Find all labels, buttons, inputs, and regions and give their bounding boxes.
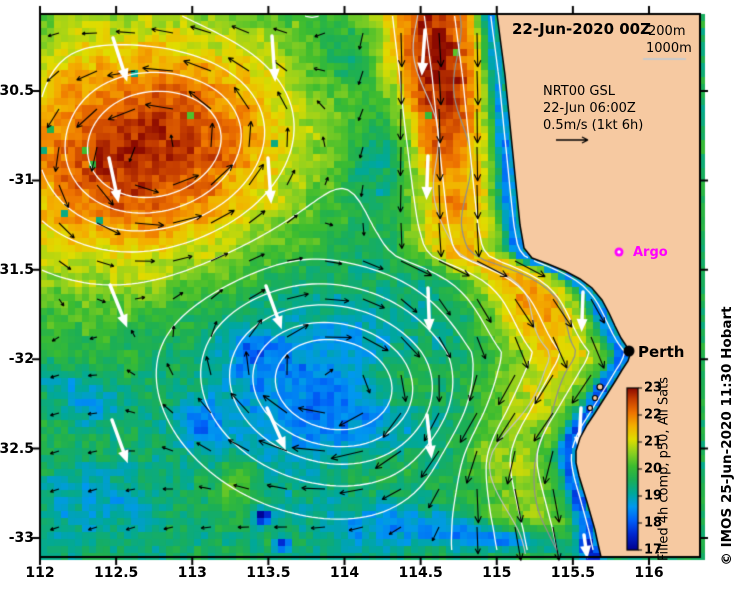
y-tick-label: -31.5: [0, 261, 34, 278]
x-tick-label: 113.5: [246, 565, 291, 581]
perth-city-label: Perth: [638, 343, 685, 361]
x-tick-label: 115: [482, 565, 512, 581]
annotation-model: NRT00 GSL: [543, 84, 615, 99]
colorbar-tick-label: 22: [644, 407, 663, 423]
y-tick-label: -31: [8, 172, 34, 189]
x-tick-label: 114.5: [398, 565, 443, 581]
x-tick-label: 112.5: [93, 565, 139, 581]
map-title: 22-Jun-2020 00Z: [512, 20, 651, 38]
x-tick-label: 115.5: [550, 565, 596, 581]
depth-legend-200m: 200m: [648, 24, 686, 39]
depth-legend-1000m: 1000m: [646, 41, 692, 56]
imos-credit-text: © IMOS 25-Jun-2020 11:30 Hobart: [719, 306, 735, 566]
x-tick-label: 112: [25, 565, 55, 581]
colorbar-tick-label: 17: [644, 542, 663, 558]
y-tick-label: -32: [8, 351, 34, 368]
colorbar-tick-label: 23: [644, 380, 663, 396]
colorbar-tick-label: 19: [644, 488, 663, 504]
x-tick-label: 116: [634, 565, 664, 581]
annotation-time: 22-Jun 06:00Z: [543, 101, 636, 116]
x-tick-label: 114: [329, 565, 360, 581]
colorbar-tick-label: 18: [644, 515, 663, 531]
y-tick-label: -30.5: [0, 83, 34, 99]
y-tick-label: -33: [8, 530, 34, 546]
colorbar-tick-label: 21: [644, 434, 663, 450]
x-tick-label: 113: [177, 565, 207, 581]
annotation-scale: 0.5m/s (1kt 6h): [543, 118, 644, 133]
colorbar-tick-label: 20: [644, 461, 663, 477]
argo-float-label: Argo: [633, 245, 668, 260]
y-tick-label: -32.5: [0, 440, 34, 457]
